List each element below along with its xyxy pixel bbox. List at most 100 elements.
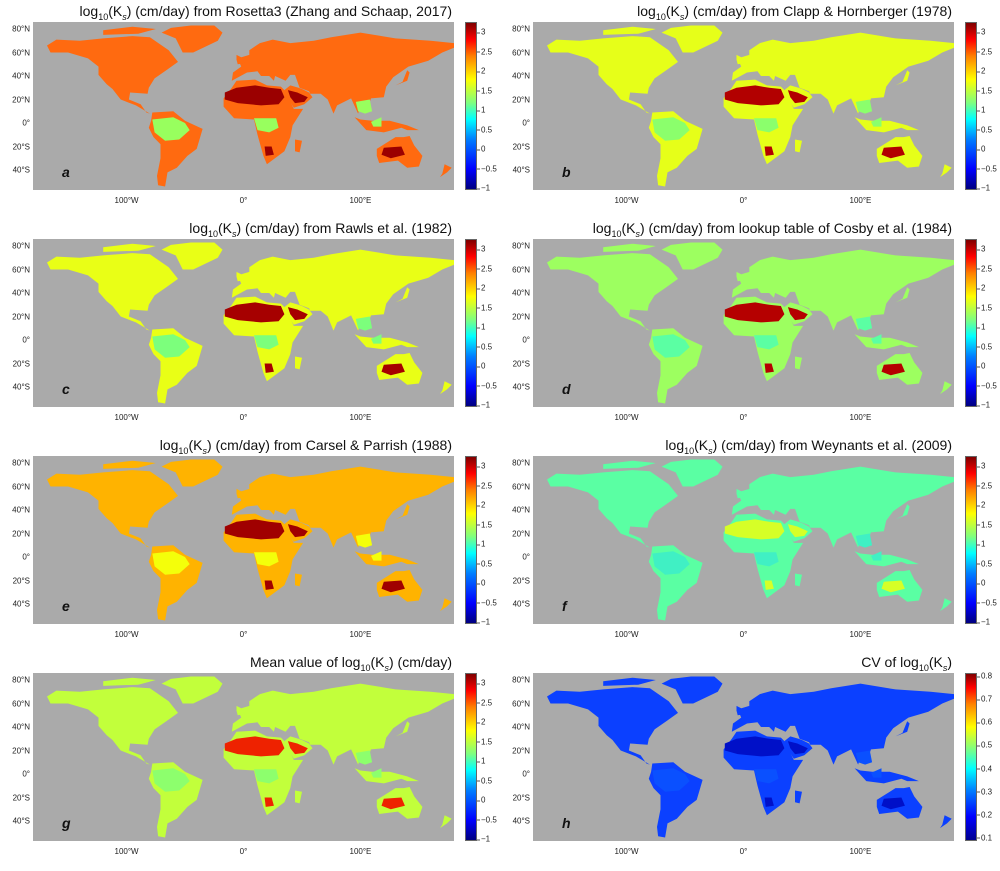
lon-label: 100°E [849,847,872,856]
landmass-madagascar [295,356,302,370]
title-title-post: ) [947,654,952,670]
region-amazon [652,117,690,141]
lat-label: 80°N [512,24,530,34]
world-map [547,25,954,187]
lat-label: 80°N [12,458,30,468]
lon-label: 0° [239,413,248,422]
region-arabianD [287,90,308,104]
landmass-europeAsia [731,683,954,765]
colorbar-tick: 2 [476,717,486,727]
title-title-pre: log [637,3,656,19]
colorbar-tick: 0 [976,578,986,588]
lat-label: 80°N [512,458,530,468]
lat-label: 80°N [12,24,30,34]
region-congo [754,552,779,567]
landmass-greenland [661,676,723,704]
lon-label: 0° [739,630,748,639]
landmass-europeAsia [231,249,454,331]
region-arabianD [287,307,308,321]
title-title-paren: (K [370,654,385,670]
lat-label: 40°S [512,599,530,609]
region-kalahari [764,363,774,373]
map-panel-f: log10(Ks) (cm/day) from Weynants et al. … [500,436,1000,653]
colorbar [965,22,977,190]
landmass-britain [736,54,745,65]
title-title-post: ) (cm/day) [389,654,452,670]
region-arabianD [787,90,808,104]
region-ozInterior [881,363,905,376]
region-arabianD [287,524,308,538]
title-title-s: s [202,445,207,456]
region-congo [754,769,779,784]
lat-label: 20°N [512,746,530,756]
panel-title: CV of log10(Ks) [861,654,952,673]
colorbar-tick: 2 [476,66,486,76]
lat-label: 40°N [12,722,30,732]
colorbar-tick: 1.5 [476,520,493,530]
title-title-post: ) (cm/day) from Rawls et al. (1982) [236,220,453,236]
lat-label: 40°N [512,288,530,298]
lon-label: 100°E [349,630,372,639]
panel-letter: d [562,381,571,397]
lat-label: 0° [22,335,30,345]
landmass-arctic [603,460,656,469]
colorbar-tick: 0.5 [976,740,993,750]
title-title-s: s [122,11,127,22]
region-amazon [152,768,190,792]
colorbar-tick: 2.5 [976,481,993,491]
colorbar-tick: 0 [476,795,486,805]
map-panel-d: log10(Ks) (cm/day) from lookup table of … [500,219,1000,436]
colorbar [465,239,477,407]
colorbar-tick: 3 [976,27,986,37]
map-canvas [33,673,454,841]
colorbar-tick: 3 [976,244,986,254]
region-borneo [371,768,382,778]
map-canvas [33,456,454,624]
lat-label: 40°S [12,382,30,392]
world-map [547,242,954,404]
colorbar-tick: 2.5 [976,47,993,57]
title-title-pre: log [189,220,208,236]
landmass-arctic [603,243,656,252]
landmass-madagascar [295,790,302,804]
region-amazon [652,768,690,792]
landmass-britain [736,488,745,499]
title-title-sub: 10 [611,228,622,239]
lon-label: 0° [739,196,748,205]
lon-label: 0° [739,413,748,422]
landmass-newZealand [440,381,452,395]
region-sahara [724,302,785,323]
landmass-europeAsia [731,466,954,548]
colorbar-tick: −0.5 [477,381,497,391]
lon-label: 100°W [614,630,639,639]
landmass-europeAsia [231,466,454,548]
landmass-greenland [661,459,723,487]
title-title-post: ) (cm/day) from Rosetta3 (Zhang and Scha… [126,3,452,19]
colorbar-tick: −0.5 [477,598,497,608]
colorbar-tick: 2.5 [476,698,493,708]
region-arabianD [787,741,808,755]
title-title-post: ) (cm/day) from lookup table of Cosby et… [639,220,952,236]
panel-title: log10(Ks) (cm/day) from Clapp & Hornberg… [637,3,952,22]
colorbar-tick: 0.3 [976,787,993,797]
lat-label: 0° [522,118,530,128]
title-title-s: s [942,662,948,673]
lat-label: 40°S [512,165,530,175]
region-congo [254,335,279,350]
colorbar-tick: −1 [476,834,491,844]
lat-label: 0° [22,769,30,779]
landmass-indonesia [854,117,919,133]
lon-label: 0° [239,196,248,205]
lat-label: 60°N [12,265,30,275]
title-title-pre: log [665,437,685,453]
colorbar-tick: 1 [476,322,486,332]
lat-label: 80°N [12,675,30,685]
colorbar-tick: −1 [976,183,991,193]
landmass-britain [236,271,245,282]
region-sahara [224,302,285,323]
colorbar-tick: 1.5 [976,86,993,96]
landmass-indonesia [354,334,419,350]
landmass-newZealand [940,381,952,395]
colorbar-tick: −0.5 [477,815,497,825]
colorbar [465,673,477,841]
